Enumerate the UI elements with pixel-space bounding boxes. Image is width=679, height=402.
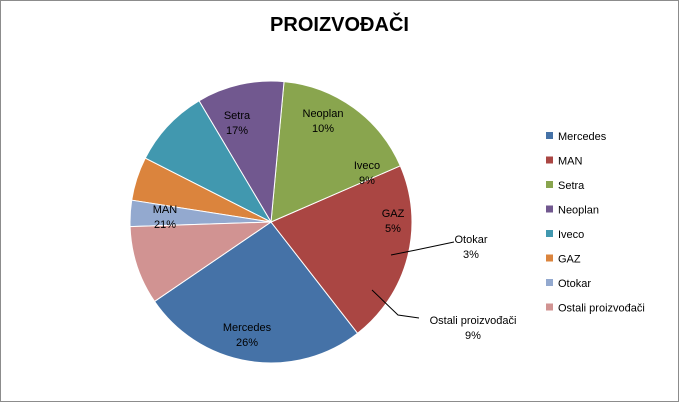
legend-swatch-setra xyxy=(546,181,553,188)
data-label-value-mercedes: 26% xyxy=(236,337,258,349)
data-label-value-otokar: 3% xyxy=(463,249,479,261)
pie-slice-iveco xyxy=(144,100,273,224)
data-label-name-mercedes: Mercedes xyxy=(223,322,272,334)
legend-label-iveco: Iveco xyxy=(558,229,584,241)
pie-slice-setra xyxy=(270,81,401,223)
data-label-value-neoplan: 10% xyxy=(312,123,334,135)
data-label-name-neoplan: Neoplan xyxy=(303,108,344,120)
leader-line-otokar xyxy=(390,241,455,256)
pie-slice-mercedes xyxy=(153,221,359,364)
data-label-value-man: 21% xyxy=(154,219,176,231)
data-label-name-otokar: Otokar xyxy=(454,234,487,246)
legend-swatch-gaz xyxy=(546,254,553,262)
legend-label-otokar: Otokar xyxy=(558,278,591,290)
chart-title: PROIZVOĐAČI xyxy=(270,14,409,36)
legend-swatch-iveco xyxy=(546,230,553,237)
data-label-value-ostali-proizvodaci: 9% xyxy=(465,330,481,342)
legend-swatch-mercedes xyxy=(546,132,553,139)
legend-label-mercedes: Mercedes xyxy=(558,131,607,143)
legend-label-gaz: GAZ xyxy=(558,254,581,266)
data-label-name-gaz: GAZ xyxy=(382,208,405,220)
data-label-name-ostali-proizvodaci: Ostali proizvođači xyxy=(430,315,517,327)
leader-line-ostali-proizvodaci xyxy=(371,289,420,319)
data-label-value-iveco: 9% xyxy=(359,175,375,187)
data-label-name-man: MAN xyxy=(153,204,178,216)
pie-slice-ostali-proizvodaci xyxy=(129,221,273,303)
legend-swatch-man xyxy=(546,156,553,164)
pie-slice-neoplan xyxy=(198,80,285,224)
data-label-name-setra: Setra xyxy=(224,110,251,122)
data-label-value-setra: 17% xyxy=(226,125,248,137)
legend-swatch-ostali-proizvodaci xyxy=(546,303,553,311)
legend-swatch-neoplan xyxy=(546,205,553,213)
data-label-value-gaz: 5% xyxy=(385,223,401,235)
legend-swatch-otokar xyxy=(546,279,553,286)
legend-label-man: MAN xyxy=(558,156,583,168)
legend-label-setra: Setra xyxy=(558,180,585,192)
pie-slice-man xyxy=(270,165,413,334)
legend-label-ostali-proizvodaci: Ostali proizvođači xyxy=(558,303,645,315)
legend-label-neoplan: Neoplan xyxy=(558,205,599,217)
data-label-name-iveco: Iveco xyxy=(354,160,380,172)
